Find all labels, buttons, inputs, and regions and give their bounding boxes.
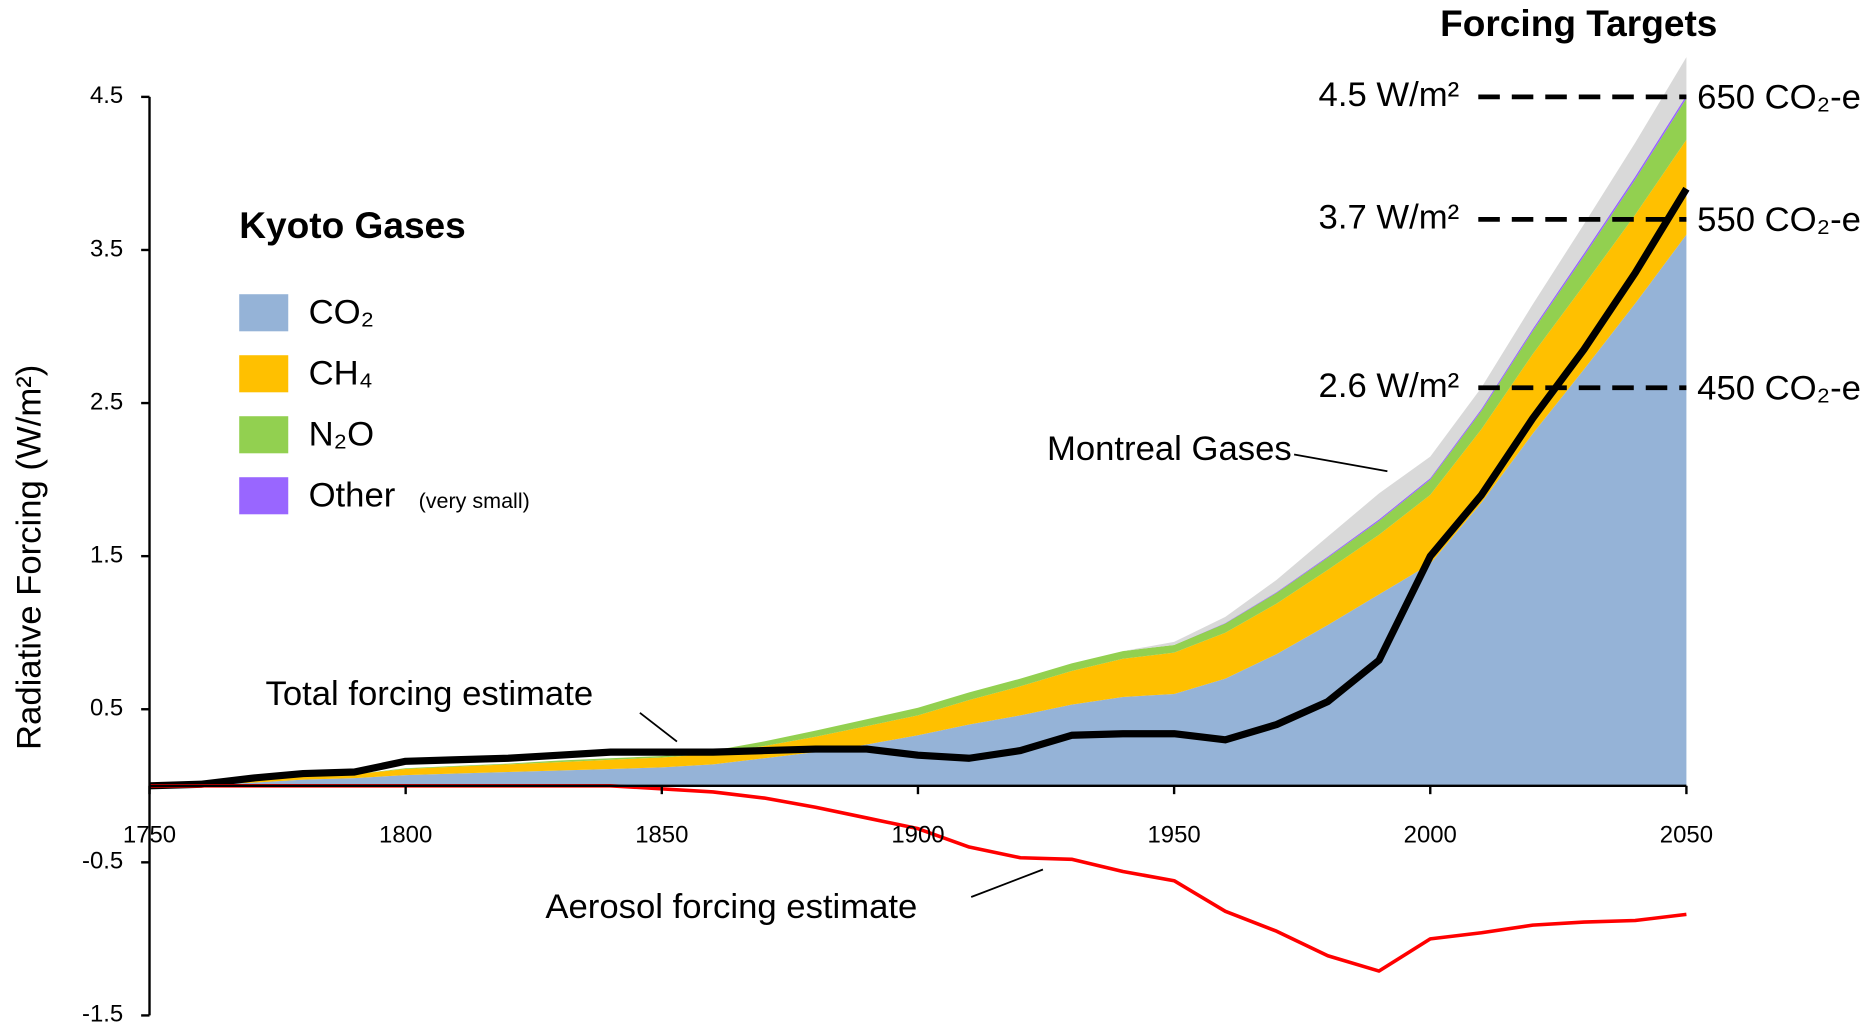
target-label: 2.6 W/m² (1319, 367, 1460, 405)
target-equivalent: 650 CO₂-e (1697, 78, 1861, 116)
y-tick-label: 2.5 (90, 388, 123, 415)
area (149, 139, 1687, 786)
target-equivalent: 450 CO₂-e (1697, 369, 1861, 407)
legend-label: Other (309, 477, 396, 515)
annotation: Aerosol forcing estimate (545, 888, 917, 926)
y-tick-label: -1.5 (82, 1001, 123, 1025)
x-tick-label: 1850 (635, 821, 688, 848)
y-axis-label: Radiative Forcing (W/m²) (10, 365, 48, 750)
legend-label: CO₂ (309, 294, 374, 332)
target-label: 4.5 W/m² (1319, 76, 1460, 114)
line (149, 186, 1690, 790)
x-tick-label: 1750 (123, 821, 176, 848)
area (149, 234, 1687, 786)
x-tick-label: 1950 (1148, 821, 1201, 848)
legend-swatch (239, 477, 289, 515)
y-tick-label: -0.5 (82, 848, 123, 875)
y-tick-label: 1.5 (90, 541, 123, 568)
legend-title: Kyoto Gases (239, 204, 466, 246)
chart-title: Forcing Targets (1440, 2, 1717, 44)
target-equivalent: 550 CO₂-e (1697, 201, 1861, 239)
legend-label: CH₄ (309, 355, 373, 393)
line (149, 783, 1687, 973)
legend-note: (very small) (419, 489, 530, 513)
legend-label: N₂O (309, 416, 374, 454)
x-tick-label: 2000 (1404, 821, 1457, 848)
leader (970, 868, 1044, 898)
legend-swatch (239, 294, 289, 332)
y-tick-label: 3.5 (90, 235, 123, 262)
leader (1293, 453, 1388, 473)
x-tick-label: 1900 (891, 821, 944, 848)
x-tick-label: 2050 (1660, 821, 1713, 848)
x-tick-label: 1800 (379, 821, 432, 848)
legend-swatch (239, 416, 289, 454)
target-label: 3.7 W/m² (1319, 199, 1460, 237)
legend-swatch (239, 355, 289, 393)
y-tick-label: 0.5 (90, 695, 123, 722)
y-tick-label: 4.5 (90, 82, 123, 109)
annotation: Total forcing estimate (266, 675, 594, 713)
leader (639, 712, 678, 743)
annotation: Montreal Gases (1047, 430, 1292, 468)
